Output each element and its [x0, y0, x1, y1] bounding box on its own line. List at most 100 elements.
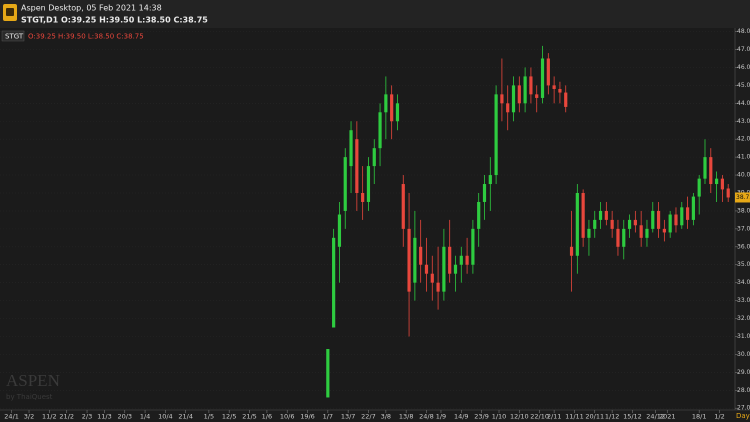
candle-body — [332, 237, 336, 328]
candle-body — [494, 94, 498, 176]
x-tick-label: 10/4 — [158, 413, 173, 421]
candle-body — [703, 157, 707, 179]
candle-body — [465, 255, 469, 265]
x-tick-label: 24/12 — [646, 413, 665, 421]
y-tick-label: 29.00 — [737, 369, 750, 376]
candle-body — [691, 196, 695, 220]
candle-body — [523, 76, 527, 104]
candle-body — [361, 192, 365, 202]
x-tick-label: 1/5 — [204, 413, 214, 421]
candle-body — [337, 214, 342, 247]
candle-body — [477, 201, 481, 229]
y-tick-label: 47.00 — [737, 46, 750, 53]
y-tick-label: 30.00 — [737, 351, 750, 358]
candle-body — [482, 184, 487, 202]
candle-body — [413, 237, 417, 283]
candle-body — [575, 192, 579, 256]
candle-body — [668, 214, 672, 233]
y-tick-label: 34.00 — [737, 279, 750, 286]
x-tick-label: 22/10 — [530, 413, 549, 421]
candle-body — [656, 210, 661, 229]
y-tick-label: 41.00 — [737, 154, 750, 161]
candle-body — [598, 210, 603, 220]
y-tick-label: 46.00 — [737, 64, 750, 71]
y-tick-label: 33.00 — [737, 297, 750, 304]
x-tick-label: 1/10 — [492, 413, 507, 421]
x-tick-label: 1/7 — [323, 413, 333, 421]
x-tick-label: 2/11 — [547, 413, 562, 421]
candle-body — [500, 94, 504, 104]
x-tick-label: 1/2 — [714, 413, 724, 421]
candle-body — [726, 188, 730, 198]
y-tick-label: 45.00 — [737, 82, 750, 89]
candle-body — [326, 349, 330, 398]
x-tick-label: 12/5 — [222, 413, 237, 421]
x-tick-label: 2/3 — [82, 413, 92, 421]
x-tick-label: 11/3 — [97, 413, 112, 421]
candle-body — [680, 207, 684, 226]
x-tick-label: 12/10 — [510, 413, 529, 421]
candle-body — [535, 94, 539, 98]
candle-body — [419, 246, 423, 265]
x-tick-label: 24/8 — [419, 413, 434, 421]
x-tick-label: 18/1 — [692, 413, 707, 421]
y-tick-label: 40.00 — [737, 172, 750, 179]
candle-body — [372, 148, 376, 167]
candle-body — [633, 219, 637, 226]
x-tick-label: 22/7 — [361, 413, 376, 421]
candle-body — [709, 157, 713, 185]
candle-body — [506, 103, 510, 113]
candle-body — [471, 228, 475, 265]
window-title: Aspen Desktop, 05 Feb 2021 14:38 — [21, 4, 162, 13]
candle-body — [564, 92, 568, 107]
candle-body — [569, 246, 574, 256]
x-tick-label: 21/2 — [59, 413, 74, 421]
x-tick-label: 10/6 — [280, 413, 295, 421]
x-tick-label: 11/2 — [42, 413, 57, 421]
candle-body — [662, 228, 666, 233]
x-tick-label: 14/9 — [454, 413, 469, 421]
candle-body — [378, 112, 382, 149]
y-tick-label: 27.00 — [737, 405, 750, 412]
x-tick-label: 3/8 — [381, 413, 391, 421]
candle-body — [552, 85, 556, 89]
x-tick-label: 23/9 — [474, 413, 489, 421]
candle-body — [424, 264, 429, 274]
candle-body — [355, 139, 359, 193]
x-tick-label: 19/6 — [300, 413, 315, 421]
x-tick-label: 13/8 — [399, 413, 414, 421]
candle-body — [517, 85, 521, 104]
candle-body — [459, 255, 463, 265]
y-tick-label: 43.00 — [737, 118, 750, 125]
watermark-by: by ThaiQuest — [6, 393, 53, 401]
candle-body — [627, 219, 632, 229]
ohlc-text: O:39.25 H:39.50 L:38.50 C:38.75 — [28, 33, 144, 41]
price-tag-label: 38.75 — [736, 194, 750, 201]
x-tick-label: 21/4 — [178, 413, 193, 421]
x-tick-label: 3/2 — [24, 413, 34, 421]
candle-body — [714, 178, 719, 185]
candle-body — [529, 76, 533, 95]
candle-body — [645, 228, 649, 238]
y-tick-label: 38.00 — [737, 207, 750, 214]
candle-body — [453, 264, 458, 274]
app-icon-inner — [6, 8, 14, 16]
candle-body — [448, 246, 452, 274]
candle-body — [720, 178, 724, 190]
symbol-info: STGT,D1 O:39.25 H:39.50 L:38.50 C:38.75 — [21, 16, 208, 25]
candle-body — [401, 184, 405, 229]
y-tick-label: 28.00 — [737, 387, 750, 394]
symbol-tag — [1, 30, 25, 42]
y-tick-label: 44.00 — [737, 100, 750, 107]
x-tick-label: 1/6 — [262, 413, 272, 421]
candle-body — [384, 94, 388, 113]
timeframe: Day — [736, 412, 750, 420]
candle-body — [390, 94, 394, 122]
candle-body — [540, 58, 545, 98]
x-tick-label: 11/11 — [565, 413, 584, 421]
candle-body — [674, 214, 678, 226]
candle-body — [436, 282, 440, 292]
price-tag — [735, 192, 750, 203]
